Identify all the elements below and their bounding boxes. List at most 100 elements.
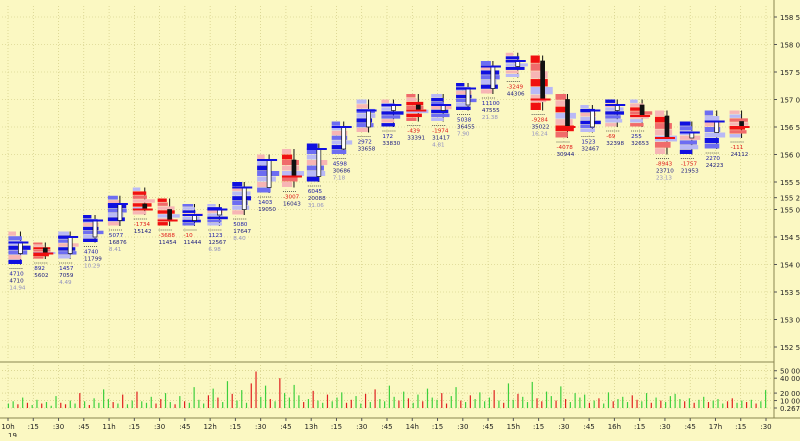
price-tick-label: 153 500 [780,289,800,297]
volume-level [132,199,155,203]
volume-level [33,247,51,250]
volume-level [480,65,493,70]
bar-body [18,242,23,254]
volume-level [704,110,714,116]
volume-tick-label: 10 000 [780,398,800,406]
bar-delta-label: 255 [631,134,642,140]
volume-level [630,99,638,103]
volume-level [530,71,548,79]
bar-delta-label: -3007 [283,195,300,201]
time-tick-label: :45 [179,423,190,431]
bar-volume-label: 16043 [283,202,301,208]
volume-level [306,154,320,160]
volume-level [605,111,625,115]
volume-level [605,115,621,119]
volume-level [132,203,152,207]
volume-level [281,182,293,187]
volume-level [729,122,749,126]
volume-level [654,141,671,148]
volume-level [431,94,442,98]
volume-level [306,171,326,176]
volume-level [654,148,666,154]
volume-level [381,119,395,123]
bar-delta-label: -439 [407,129,420,135]
bar-extra-label: 31.06 [308,203,324,209]
volume-level [505,66,525,70]
volume-level [306,165,324,171]
volume-level [257,176,276,182]
bar-body [639,104,645,117]
volume-level [505,73,520,77]
volume-level [580,124,595,129]
volume-level [704,132,726,138]
volume-level [480,79,497,85]
footprint-bar [132,187,155,215]
bar-volume-label: 23710 [656,169,674,175]
volume-level [281,176,298,182]
bar-extra-label: 8.41 [109,247,122,253]
time-tick-label: :30 [53,423,64,431]
volume-level [356,113,376,118]
volume-level [207,219,222,223]
volume-level [381,99,389,103]
bar-volume-label: 33830 [382,141,400,147]
price-tick-label: 152 500 [780,344,800,352]
volume-level [182,207,195,210]
footprint-bar [605,99,626,127]
volume-level [331,121,341,126]
volume-level [630,107,645,111]
footprint-bar [8,231,31,265]
volume-tick-label: 0.2677 [780,405,800,413]
bar-body [465,88,471,106]
volume-level [58,239,72,243]
time-tick-label: :15 [230,423,241,431]
volume-level [555,94,567,100]
volume-level [132,191,147,195]
bar-body [664,115,670,139]
volume-level [679,140,697,145]
bar-volume-label: 32653 [631,141,649,147]
volume-tick-label: 20 000 [780,390,800,398]
volume-level [257,154,265,160]
volume-level [107,221,120,226]
time-tick-label: :45 [280,423,291,431]
volume-level [679,149,693,154]
volume-level [107,195,118,200]
volume-level [83,238,98,242]
bar-delta-label: 1523 [581,140,596,146]
footprint-bar [630,99,653,127]
bar-delta-label: 5080 [233,222,248,228]
footprint-bar [456,83,477,111]
volume-level [679,145,699,150]
bar-body [590,110,595,128]
volume-level [182,219,201,223]
bar-extra-label: 7.90 [457,132,470,138]
volume-level [331,135,348,140]
volume-level [257,187,271,193]
bar-extra-label: 21.38 [482,115,498,121]
price-axis[interactable]: 158 500 158 000 157 500 157 000 156 500 156 0… [774,14,800,352]
bar-body [92,220,98,238]
footprint-bar [580,105,601,133]
bar-extra-label: 7.18 [333,176,346,182]
footprint-bar [431,94,452,122]
volume-level [630,123,644,127]
time-axis[interactable]: 10h:15:30:45 11h:15:30:45 12h:15:30:45 13h:… [1,418,772,440]
volume-level [480,61,491,66]
volume-level [8,255,22,260]
volume-level [480,70,500,75]
volume-level [456,106,471,110]
volume-level [306,176,320,182]
volume-level [232,186,244,191]
volume-level [505,70,519,74]
bar-volume-label: 15142 [134,229,152,235]
volume-level [381,123,395,127]
time-tick-label: :30 [457,423,468,431]
volume-level [157,210,175,214]
volume-level [58,247,76,251]
bar-volume-label: 32398 [606,141,624,147]
bar-delta-label: 11100 [482,101,500,107]
